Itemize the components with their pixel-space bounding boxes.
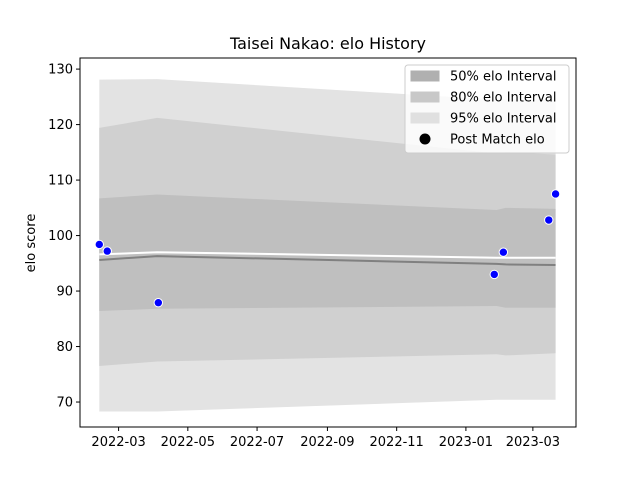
x-tick-label: 2022-05 [161,435,215,450]
median-line-4 [99,255,556,266]
median-line-3 [99,251,556,259]
legend-label: 50% elo Interval [450,70,557,85]
post-match-point [544,215,554,225]
y-tick-label: 70 [56,396,73,411]
y-axis-title: elo score [24,214,39,273]
band-2 [99,194,556,312]
legend: 50% elo Interval 80% elo Interval 95% elo … [404,64,570,154]
post-match-point [102,246,112,256]
x-tick-label: 2023-03 [506,435,560,450]
legend-swatch [410,91,440,103]
legend-swatch [410,112,440,124]
axes: 70 80 90 100 110 120 130 2022-03 2022-05 2022-07 2… [48,57,577,450]
x-tick-label: 2023-01 [439,435,493,450]
post-match-point [489,269,499,280]
x-tick-label: 2022-03 [91,435,145,450]
post-match-point [498,247,509,257]
legend-label: Post Match elo [450,133,545,148]
legend-box [404,64,570,154]
post-match-point [94,239,105,250]
y-tick-label: 120 [48,118,73,133]
legend-marker [419,133,431,145]
y-tick-label: 130 [48,63,73,78]
legend-label: 95% elo Interval [450,112,557,127]
post-match-point [550,189,561,199]
y-tick-label: 110 [48,174,73,189]
y-tick-label: 90 [56,285,73,300]
x-tick-label: 2022-11 [370,435,424,450]
plot-area [94,79,561,412]
legend-label: 80% elo Interval [450,91,557,106]
plot-frame [79,57,577,428]
x-tick-label: 2022-09 [300,435,354,450]
x-tick-label: 2022-07 [230,435,284,450]
legend-swatch [410,70,440,82]
y-tick-label: 100 [48,229,73,244]
chart-title: Taisei Nakao: elo History [229,34,426,53]
y-tick-label: 80 [56,340,73,355]
post-match-point [153,298,164,308]
